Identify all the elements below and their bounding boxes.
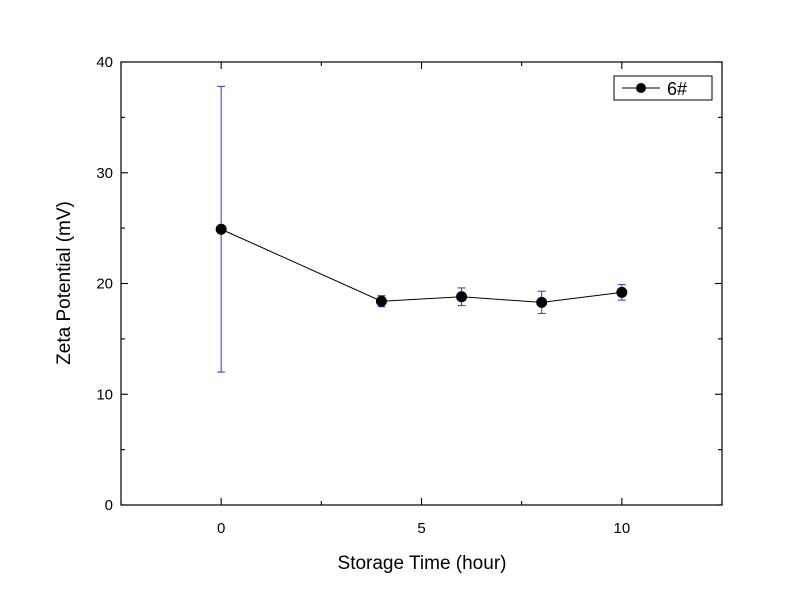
x-tick-label: 0 [217,520,225,537]
y-axis: 0 10 20 30 40 [96,54,722,514]
y-tick-label: 40 [96,54,113,71]
y-tick-label: 20 [96,276,113,293]
data-point [215,223,227,235]
x-tick-label: 10 [613,520,630,537]
y-axis-label: Zeta Potential (mV) [54,201,75,365]
y-tick-label: 10 [96,386,113,403]
plot-border [120,61,723,506]
legend: 6# [613,75,713,101]
data-point [536,296,548,308]
data-point [375,295,387,307]
legend-label-6#: 6# [667,79,687,99]
data-point [616,286,628,298]
x-axis: 0 5 10 [120,62,723,537]
legend-marker [636,83,646,93]
y-tick-label: 30 [96,165,113,182]
x-tick-label: 5 [417,520,425,537]
x-axis-label: Storage Time (hour) [338,553,507,574]
series-layer [215,85,628,373]
plot-frame [120,61,723,506]
series-line [220,228,622,303]
y-tick-label: 0 [105,497,113,514]
data-point [456,291,468,303]
